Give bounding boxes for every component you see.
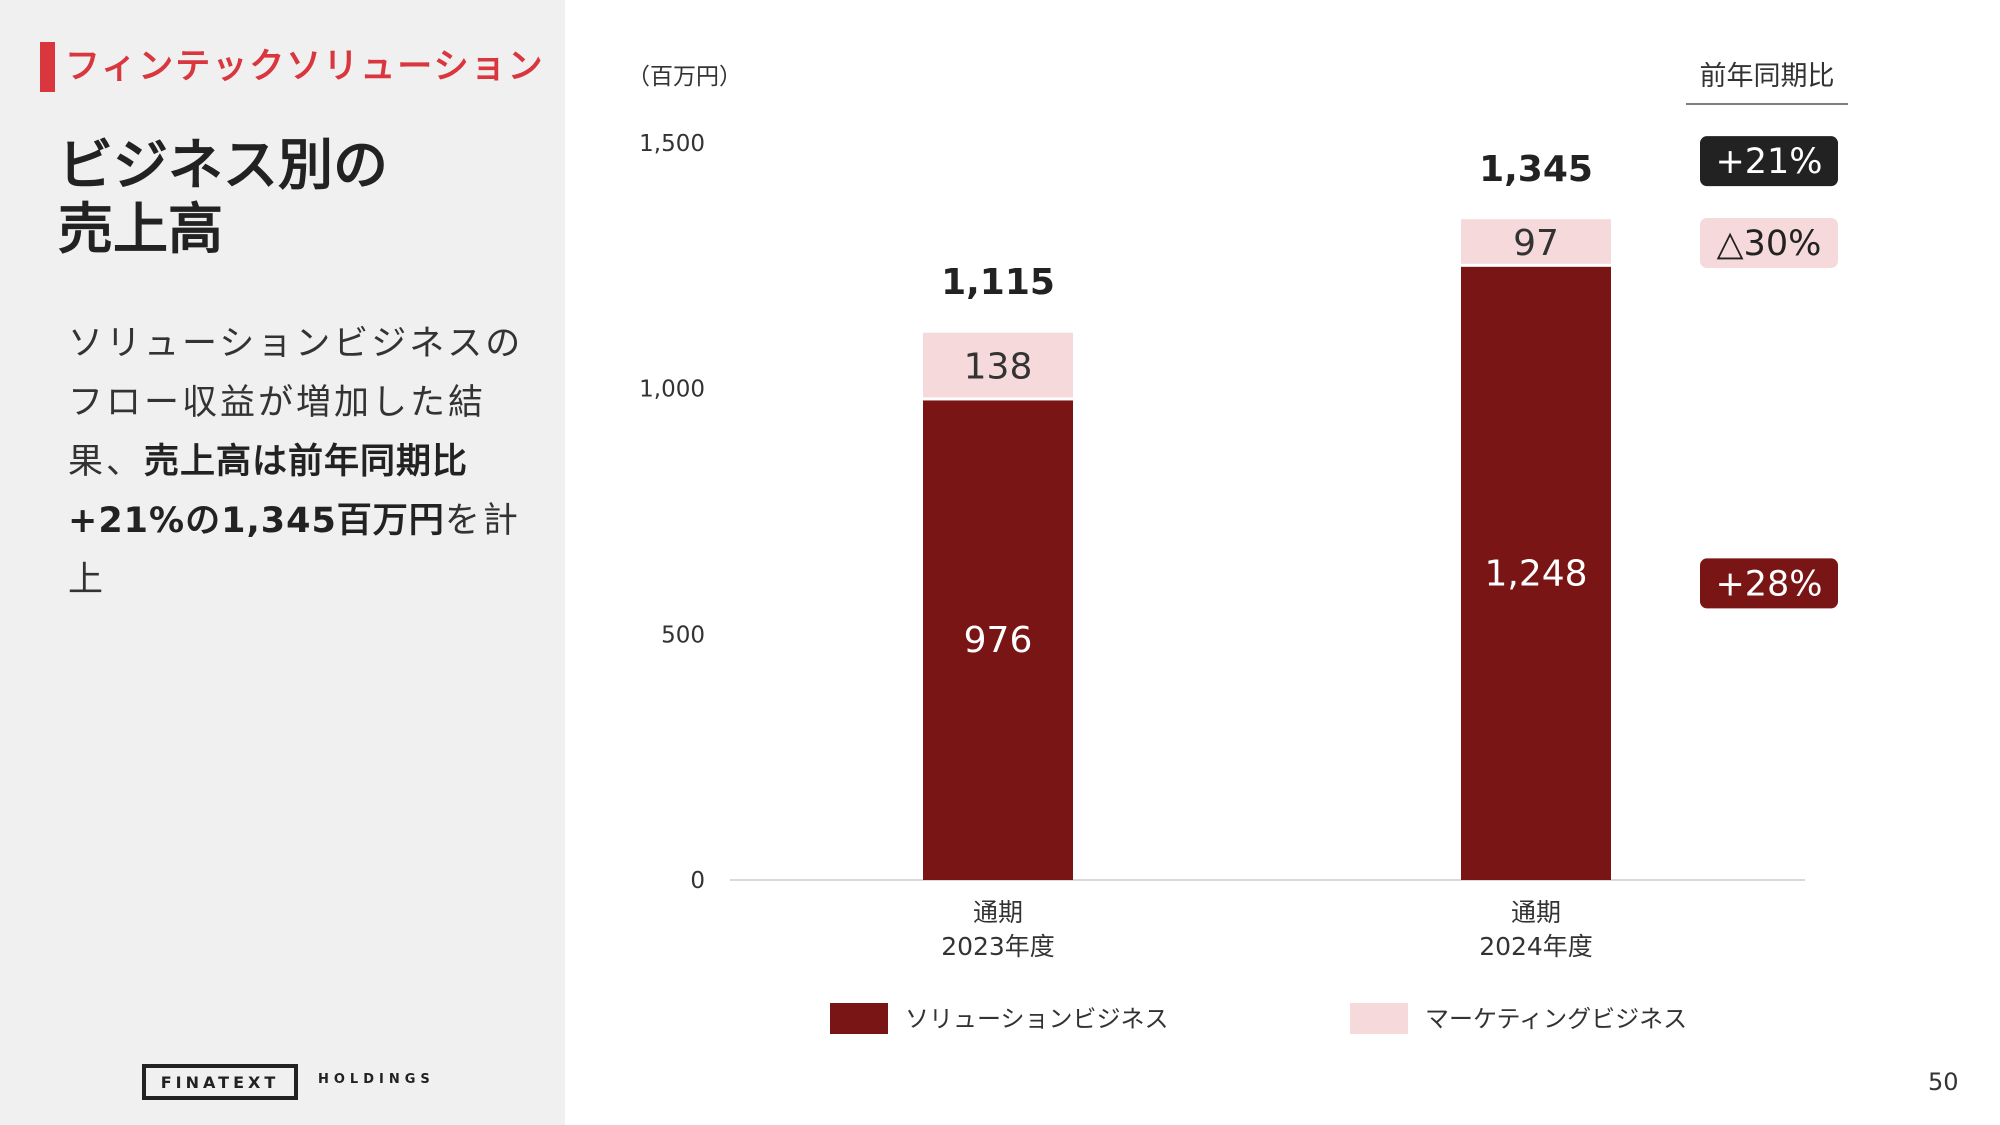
section-label: フィンテックソリューション bbox=[65, 47, 545, 87]
page-number: 50 bbox=[1928, 1068, 1959, 1096]
legend-label: マーケティングビジネス bbox=[1425, 1005, 1687, 1033]
company-logo: FINATEXT bbox=[142, 1064, 298, 1100]
bar-value-label: 97 bbox=[1513, 223, 1559, 264]
x-category-label: 通期 bbox=[973, 898, 1023, 927]
summary-text: ソリューションビジネスのフロー収益が増加した結果、売上高は前年同期比+21%の1… bbox=[68, 315, 528, 610]
bar-segment-solution bbox=[923, 400, 1073, 880]
bar-segment-marketing bbox=[923, 332, 1073, 398]
bar-value-label: 976 bbox=[964, 620, 1033, 661]
y-tick-label: 500 bbox=[661, 622, 705, 648]
page-title: ビジネス別の 売上高 bbox=[58, 133, 538, 261]
yoy-badge-text: △30% bbox=[1717, 224, 1822, 264]
bar-total-label: 1,345 bbox=[1479, 149, 1593, 190]
y-tick-label: 1,500 bbox=[639, 131, 705, 157]
logo-subtitle: HOLDINGS bbox=[318, 1072, 435, 1087]
bar-segment-marketing bbox=[1461, 219, 1611, 264]
left-panel bbox=[0, 0, 565, 1125]
legend-swatch bbox=[830, 1003, 888, 1034]
section-accent-bar bbox=[40, 42, 55, 92]
page-title-line2: 売上高 bbox=[58, 197, 224, 261]
x-category-label: 2024年度 bbox=[1479, 932, 1593, 961]
summary-bold: 売上高は前年同期比+21%の1,345百万円 bbox=[68, 442, 469, 541]
x-category-label: 通期 bbox=[1511, 898, 1561, 927]
summary-part1: ソリューションビジネスのフロー収益が増加した結果、 bbox=[68, 324, 524, 482]
yoy-badge bbox=[1700, 558, 1838, 609]
y-tick-label: 1,000 bbox=[639, 377, 705, 403]
legend-label: ソリューションビジネス bbox=[905, 1005, 1169, 1033]
summary-part2: を計上 bbox=[68, 501, 521, 600]
yoy-badge-text: +28% bbox=[1715, 564, 1822, 604]
y-axis-unit-label: （百万円） bbox=[627, 64, 742, 90]
legend-swatch bbox=[1350, 1003, 1408, 1034]
yoy-badge bbox=[1700, 217, 1838, 268]
logo-name: FINATEXT bbox=[160, 1072, 280, 1092]
yoy-header: 前年同期比 bbox=[1700, 61, 1835, 92]
bar-value-label: 138 bbox=[964, 347, 1033, 388]
x-category-label: 2023年度 bbox=[941, 932, 1055, 961]
page-title-line1: ビジネス別の bbox=[58, 133, 389, 197]
yoy-badge-text: +21% bbox=[1715, 142, 1822, 182]
y-tick-label: 0 bbox=[690, 868, 705, 894]
bar-total-label: 1,115 bbox=[941, 262, 1055, 303]
yoy-badge bbox=[1700, 136, 1838, 187]
bar-value-label: 1,248 bbox=[1484, 553, 1587, 594]
bar-segment-solution bbox=[1461, 266, 1611, 880]
